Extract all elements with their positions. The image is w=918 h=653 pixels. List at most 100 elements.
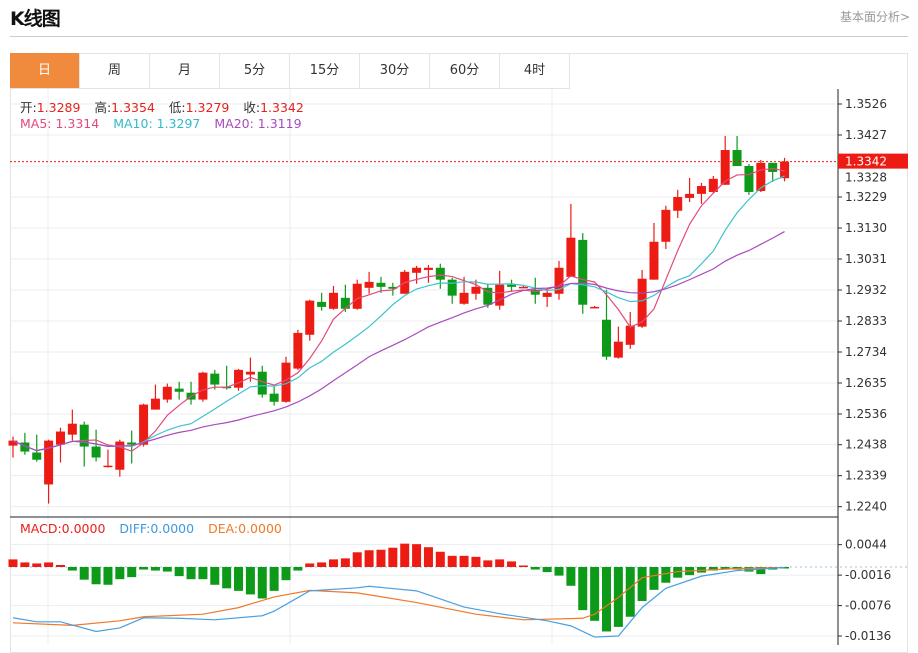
candle-up [150, 398, 160, 410]
candle-up [708, 178, 718, 192]
candle-down [435, 267, 445, 280]
macd-bar [139, 567, 149, 570]
candle-up [115, 441, 125, 470]
ma5-value: MA5: 1.3314 [20, 116, 100, 131]
candle-up [281, 362, 291, 402]
macd-bar [471, 556, 481, 567]
page-title: K线图 [10, 8, 61, 30]
open-label: 开: [20, 100, 37, 115]
macd-bar [8, 559, 18, 567]
macd-bar [32, 563, 42, 567]
candle-up [625, 325, 635, 345]
candle-down [507, 284, 517, 287]
tab-15min[interactable]: 15分 [290, 53, 360, 88]
macd-bar [186, 567, 196, 580]
macd-bar [245, 567, 255, 595]
period-tabs: 日 周 月 5分 15分 30分 60分 4时 [10, 53, 570, 89]
candle-up [328, 292, 338, 309]
macd-bar [566, 567, 576, 586]
macd-bar [602, 567, 611, 632]
ohlc-info: 开:1.3289 高:1.3354 低:1.3279 收:1.3342 [20, 97, 304, 116]
macd-bar [708, 567, 718, 571]
macd-bar [340, 558, 350, 567]
dea-line [12, 566, 785, 626]
macd-bar [495, 559, 505, 567]
candle-up [67, 423, 77, 435]
macd-value: MACD:0.0000 [20, 521, 106, 536]
macd-bar [459, 555, 469, 567]
macd-bar [649, 567, 659, 590]
candle-up [495, 284, 505, 306]
candle-up [673, 197, 683, 211]
candle-up [590, 306, 600, 309]
y-tick-label: 1.3130 [845, 221, 887, 235]
fundamental-analysis-link[interactable]: 基本面分析> [839, 10, 910, 24]
tab-month[interactable]: 月 [150, 53, 220, 88]
candle-up [8, 440, 18, 446]
macd-bar [103, 567, 113, 585]
y-tick-label: 1.2240 [845, 500, 887, 514]
candle-up [471, 286, 481, 294]
candle-up [554, 267, 564, 294]
macd-bar [400, 543, 410, 567]
candle-up [198, 372, 208, 400]
tab-5min[interactable]: 5分 [220, 53, 290, 88]
macd-bar [720, 567, 730, 570]
candle-down [79, 424, 89, 447]
y-tick-label: 1.2932 [845, 283, 887, 297]
macd-bar [222, 567, 232, 589]
y-tick-label: 1.2734 [845, 345, 887, 359]
macd-bar [423, 547, 433, 567]
candle-up [245, 371, 255, 375]
y-tick-label: 1.2339 [845, 469, 887, 483]
macd-info: MACD:0.0000 DIFF:0.0000 DEA:0.0000 [20, 521, 282, 536]
y-tick-label: 1.3526 [845, 97, 887, 111]
y-tick-label: 1.2635 [845, 376, 887, 390]
candle-up [162, 386, 172, 400]
macd-bar [530, 567, 540, 570]
candle-up [364, 281, 374, 288]
tab-week[interactable]: 周 [80, 53, 150, 88]
macd-bar [55, 564, 65, 567]
header-divider [10, 36, 908, 37]
macd-bar [637, 567, 647, 602]
candle-up [459, 292, 469, 304]
candle-down [578, 239, 588, 305]
macd-tick-label: -0.0076 [845, 599, 891, 613]
tab-day[interactable]: 日 [10, 53, 80, 88]
candle-up [649, 241, 659, 280]
macd-bar [661, 567, 671, 583]
close-label: 收: [243, 100, 261, 115]
macd-tick-label: 0.0044 [845, 538, 887, 552]
candle-down [269, 393, 279, 402]
macd-bar [376, 549, 386, 567]
candle-down [768, 162, 778, 172]
tab-60min[interactable]: 60分 [430, 53, 500, 88]
candle-down [732, 150, 742, 166]
candle-up [103, 465, 113, 468]
candle-up [234, 369, 244, 388]
candle-up [423, 267, 433, 270]
last-price-badge [838, 153, 908, 169]
candle-down [127, 442, 137, 445]
candle-down [20, 442, 30, 452]
macd-bar [198, 567, 208, 580]
macd-bar [293, 567, 303, 571]
low-value: 1.3279 [185, 100, 230, 115]
diff-line [12, 566, 785, 638]
dea-value: DEA:0.0000 [208, 521, 282, 536]
macd-bar [542, 567, 552, 573]
macd-bar [317, 562, 327, 567]
macd-bar [257, 567, 267, 599]
macd-bar [174, 567, 184, 577]
macd-bar [507, 561, 517, 567]
tab-4hour[interactable]: 4时 [500, 53, 570, 88]
candle-down [483, 287, 493, 305]
tab-30min[interactable]: 30分 [360, 53, 430, 88]
candle-down [317, 301, 327, 307]
ma20-line [12, 231, 785, 452]
macd-bar [20, 562, 30, 567]
y-tick-label: 1.2833 [845, 314, 887, 328]
macd-bar [352, 552, 362, 567]
